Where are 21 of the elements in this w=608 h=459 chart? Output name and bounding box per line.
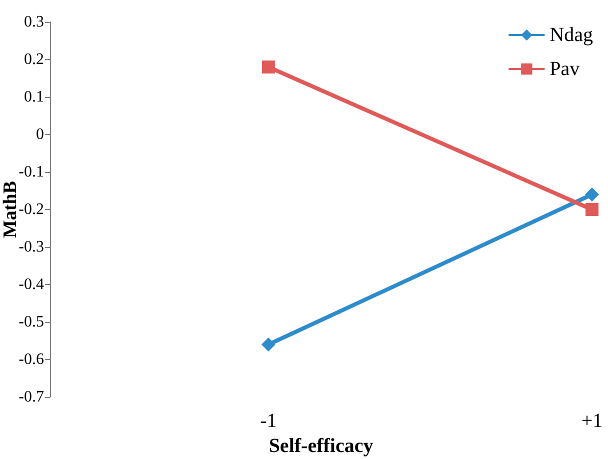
y-tick-label: 0.2 bbox=[24, 51, 44, 68]
y-tick-label: -0.5 bbox=[18, 314, 44, 330]
y-tick-label: -0.2 bbox=[18, 201, 44, 218]
y-tick-label: 0.1 bbox=[24, 88, 44, 106]
x-tick-label: +1 bbox=[581, 410, 603, 432]
y-tick-label: -0.7 bbox=[18, 388, 44, 406]
y-tick-label: 0 bbox=[36, 126, 44, 143]
y-axis-title: MathB bbox=[0, 180, 21, 238]
y-tick-label: -0.3 bbox=[18, 238, 44, 256]
x-axis-title: Self-efficacy bbox=[268, 434, 374, 457]
legend-label: Ndag bbox=[550, 24, 594, 46]
y-tick-label: -0.6 bbox=[18, 351, 44, 368]
x-tick-label: -1 bbox=[260, 410, 277, 432]
point bbox=[261, 338, 276, 352]
legend-label: Pav bbox=[550, 58, 580, 80]
y-tick-label: 0.3 bbox=[24, 14, 44, 30]
point bbox=[586, 203, 598, 216]
y-tick-label: -0.4 bbox=[18, 276, 44, 293]
point bbox=[262, 60, 275, 74]
point bbox=[585, 188, 599, 202]
y-tick-label: -0.1 bbox=[18, 164, 44, 180]
